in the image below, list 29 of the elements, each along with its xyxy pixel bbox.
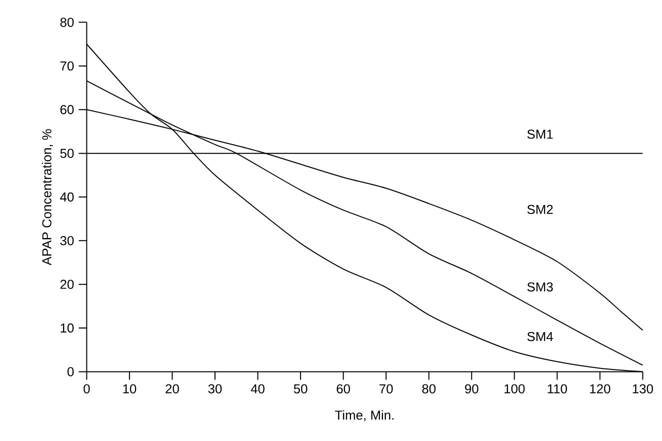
y-axis-title: APAP Concentration, %: [42, 129, 53, 266]
y-tick-label: 40: [60, 192, 74, 202]
x-tick-label: 50: [294, 384, 308, 394]
y-tick-label: 60: [60, 105, 74, 114]
y-tick-label: 50: [60, 148, 74, 158]
x-tick-label: 10: [123, 384, 136, 394]
y-tick-label: 10: [60, 323, 74, 333]
x-tick-label: 0: [84, 384, 90, 394]
x-tick-label: 30: [208, 384, 222, 394]
x-tick-label: 20: [166, 384, 179, 394]
x-tick-label: 70: [380, 384, 393, 394]
y-tick-label: 20: [60, 280, 74, 289]
x-tick-label: 60: [336, 384, 350, 394]
x-tick-label: 90: [465, 384, 478, 394]
x-tick-label: 40: [250, 384, 264, 394]
x-tick-label: 100: [504, 384, 525, 394]
y-tick-label: 80: [60, 18, 74, 27]
x-tick-label: 120: [590, 384, 610, 394]
text: SM2: [527, 204, 553, 214]
x-axis-title: Time, Min.: [335, 410, 394, 422]
y-tick-label: 30: [60, 236, 74, 246]
y-tick-label: 0: [67, 367, 74, 376]
x-tick-label: 110: [548, 384, 567, 394]
x-tick-label: 80: [422, 384, 436, 394]
series-label: SM3: [527, 282, 553, 292]
series-label: SM1: [527, 130, 553, 139]
x-tick-label: 130: [632, 384, 654, 394]
y-tick-label: 70: [60, 61, 74, 71]
series-label: SM4: [527, 332, 553, 342]
